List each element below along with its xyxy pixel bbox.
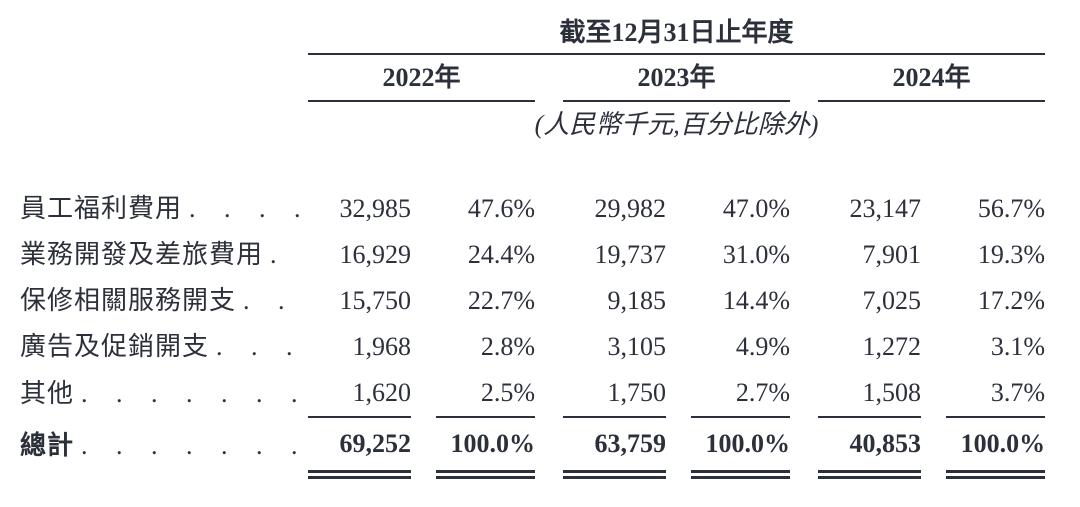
value-cell: 16,929 [339, 240, 412, 269]
percent-cell: 19.3% [977, 240, 1046, 269]
percent-cell: 22.7% [467, 286, 535, 315]
dot-leader: . . . . . . . . . . . . . . [81, 378, 308, 408]
value-cell: 7,901 [862, 240, 922, 269]
percent-cell: 2.7% [691, 370, 790, 418]
column-gap [790, 54, 818, 101]
dot-leader: . . . . . . . [189, 194, 308, 223]
total-row: 總計. . . . . . . . . . . . . 69,252 100.0… [20, 417, 1046, 479]
value-cell: 7,025 [862, 286, 922, 315]
value-cell: 23,147 [849, 194, 922, 223]
percent-cell: 24.4% [467, 240, 535, 269]
percent-cell: 14.4% [722, 286, 790, 315]
percent-cell: 31.0% [722, 240, 790, 269]
period-title: 截至12月31日止年度 [308, 13, 1046, 55]
spacer-row [20, 147, 1045, 186]
value-cell: 19,737 [594, 240, 667, 269]
percent-cell: 4.9% [735, 332, 790, 361]
expense-breakdown-table: 截至12月31日止年度 2022年 2023年 2024年 (人民幣千元,百分比… [20, 13, 1046, 479]
row-label: 其他 [20, 378, 75, 408]
total-percent-cell: 100.0% [436, 417, 535, 479]
percent-cell: 56.7% [977, 194, 1046, 223]
dot-leader: . . . . . [216, 332, 308, 361]
document-page: 截至12月31日止年度 2022年 2023年 2024年 (人民幣千元,百分比… [20, 13, 1046, 479]
total-percent-cell: 100.0% [946, 417, 1046, 479]
percent-cell: 47.6% [467, 194, 535, 223]
row-label: 廣告及促銷開支 [20, 332, 210, 361]
table-row: 廣告及促銷開支. . . . . 1,968 2.8% 3,105 4.9% 1… [20, 324, 1045, 370]
percent-cell: 2.5% [436, 370, 535, 418]
dot-leader: . . . . . . . . . . . . . [81, 430, 308, 460]
dot-leader: . [270, 240, 288, 269]
percent-cell: 17.2% [977, 286, 1046, 315]
value-cell: 1,968 [352, 332, 412, 361]
percent-cell: 3.1% [990, 332, 1046, 361]
value-cell: 3,105 [607, 332, 667, 361]
value-cell: 1,620 [308, 370, 411, 418]
table-row: 保修相關服務開支. . . 15,750 22.7% 9,185 14.4% 7… [20, 278, 1045, 324]
column-gap [535, 54, 563, 101]
year-header-2023: 2023年 [563, 54, 790, 102]
value-cell: 29,982 [594, 194, 667, 223]
value-cell: 1,750 [563, 370, 666, 418]
value-cell: 15,750 [339, 286, 412, 315]
value-cell: 1,508 [818, 370, 921, 418]
percent-cell: 47.0% [722, 194, 790, 223]
value-cell: 32,985 [339, 194, 412, 223]
total-value-cell: 69,252 [308, 417, 411, 479]
table-row: 業務開發及差旅費用. 16,929 24.4% 19,737 31.0% 7,9… [20, 232, 1045, 278]
unit-note-row: (人民幣千元,百分比除外) [20, 101, 1045, 147]
row-label: 保修相關服務開支 [20, 286, 237, 315]
year-header-2022: 2022年 [308, 54, 535, 102]
percent-cell: 3.7% [946, 370, 1046, 418]
value-cell: 9,185 [607, 286, 667, 315]
table-row: 員工福利費用. . . . . . . 32,985 47.6% 29,982 … [20, 186, 1045, 232]
row-label: 員工福利費用 [20, 194, 183, 223]
table-row: 其他. . . . . . . . . . . . . . 1,620 2.5%… [20, 370, 1046, 418]
period-header-row: 截至12月31日止年度 [20, 13, 1046, 55]
year-header-row: 2022年 2023年 2024年 [20, 54, 1046, 102]
total-value-cell: 63,759 [563, 417, 666, 479]
percent-cell: 2.8% [480, 332, 535, 361]
total-percent-cell: 100.0% [691, 417, 790, 479]
value-cell: 1,272 [862, 332, 922, 361]
row-label: 業務開發及差旅費用 [20, 240, 264, 269]
dot-leader: . . . [243, 286, 308, 315]
unit-note: (人民幣千元,百分比除外) [534, 109, 819, 139]
total-label: 總計 [20, 430, 75, 460]
empty-corner-cell [20, 13, 308, 54]
total-value-cell: 40,853 [818, 417, 921, 479]
year-header-2024: 2024年 [818, 54, 1046, 102]
